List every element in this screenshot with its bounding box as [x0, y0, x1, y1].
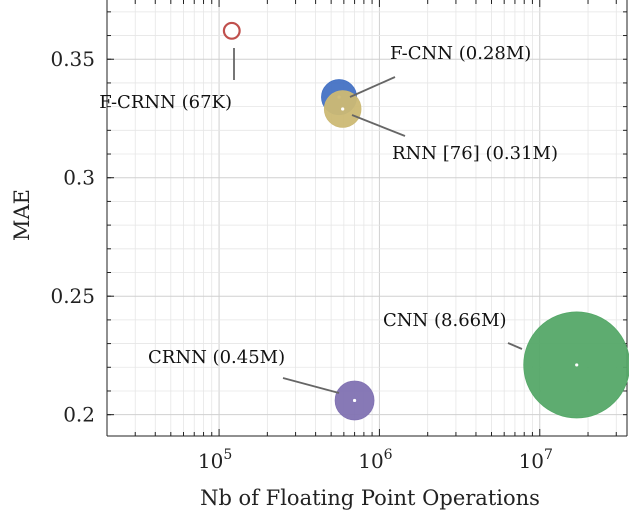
data-point-center	[352, 398, 357, 403]
point-label: F-CNN (0.28M)	[390, 43, 531, 64]
point-label: RNN [76] (0.31M)	[392, 143, 558, 164]
axes: 0.2 0.25 0.3 0.35 105 106 107	[50, 0, 628, 473]
y-tick-label: 0.35	[50, 47, 95, 71]
x-axis-title: Nb of Floating Point Operations	[200, 486, 540, 510]
y-axis-title: MAE	[10, 189, 34, 241]
data-point-center	[341, 107, 345, 111]
data-points	[222, 21, 629, 421]
point-leader-line	[349, 76, 396, 98]
point-leader-line	[282, 377, 340, 394]
point-leader-line	[507, 342, 523, 350]
x-tick-label: 106	[358, 447, 392, 473]
data-point	[222, 21, 241, 40]
x-tick-label: 105	[198, 447, 232, 473]
x-tick-label: 107	[519, 447, 553, 473]
grid	[106, 0, 627, 436]
point-label: F-CRNN (67K)	[99, 92, 232, 113]
point-label: CRNN (0.45M)	[148, 347, 285, 368]
point-labels: F-CRNN (67K) F-CNN (0.28M) RNN [76] (0.31M…	[99, 43, 558, 394]
y-tick-label: 0.3	[63, 166, 95, 190]
point-label: CNN (8.66M)	[383, 310, 507, 331]
point-leader-line	[351, 114, 406, 137]
y-tick-label: 0.2	[63, 403, 95, 427]
data-point-center	[575, 363, 579, 367]
y-tick-label: 0.25	[50, 284, 95, 308]
